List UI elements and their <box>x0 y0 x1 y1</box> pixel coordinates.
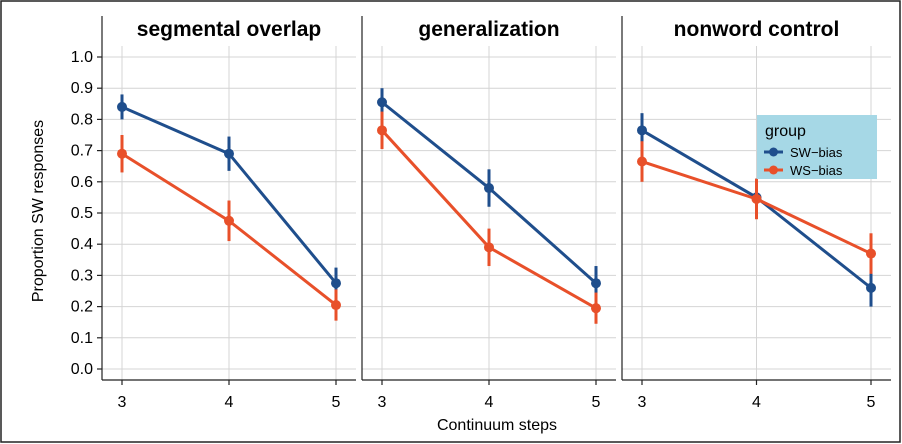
x-tick-label: 5 <box>867 394 876 411</box>
data-point <box>377 125 387 136</box>
data-point <box>866 282 876 293</box>
x-tick-label: 3 <box>378 394 387 411</box>
x-axis-title: Continuum steps <box>437 417 557 434</box>
data-point <box>637 156 647 167</box>
legend-label: WS−bias <box>790 163 843 178</box>
data-point <box>591 303 601 314</box>
legend-swatch-point <box>769 147 778 157</box>
data-point <box>224 215 234 226</box>
x-tick-label: 4 <box>225 394 234 411</box>
panel-title: generalization <box>418 18 559 41</box>
data-point <box>591 278 601 289</box>
y-tick-label: 0.3 <box>71 267 93 284</box>
x-tick-label: 5 <box>592 394 601 411</box>
y-tick-label: 0.4 <box>71 236 93 253</box>
legend-swatch-point <box>769 165 778 175</box>
data-point <box>484 183 494 194</box>
x-tick-label: 3 <box>638 394 647 411</box>
data-point <box>117 148 127 159</box>
y-tick-label: 0.5 <box>71 205 93 222</box>
data-point <box>751 193 762 204</box>
y-tick-label: 0.2 <box>71 299 93 316</box>
data-point <box>331 300 341 311</box>
y-tick-label: 1.0 <box>71 49 93 66</box>
y-tick-label: 0.8 <box>71 111 93 128</box>
x-tick-label: 5 <box>332 394 341 411</box>
y-tick-label: 0.1 <box>71 330 93 347</box>
y-tick-label: 0.6 <box>71 174 93 191</box>
panel-title: segmental overlap <box>137 18 321 41</box>
y-tick-label: 0.9 <box>71 80 93 97</box>
y-tick-label: 0.0 <box>71 361 93 378</box>
data-point <box>484 242 494 253</box>
data-point <box>331 278 341 289</box>
x-tick-label: 4 <box>752 394 761 411</box>
data-point <box>224 148 234 159</box>
data-point <box>866 248 876 259</box>
x-tick-label: 4 <box>485 394 494 411</box>
legend-label: SW−bias <box>790 145 843 160</box>
data-point <box>377 97 387 108</box>
data-point <box>637 125 647 136</box>
legend-title: group <box>765 123 806 140</box>
panel-title: nonword control <box>674 18 840 41</box>
y-tick-label: 0.7 <box>71 143 93 160</box>
y-axis-title: Proportion SW responses <box>30 120 47 302</box>
x-tick-label: 3 <box>118 394 127 411</box>
data-point <box>117 101 127 112</box>
